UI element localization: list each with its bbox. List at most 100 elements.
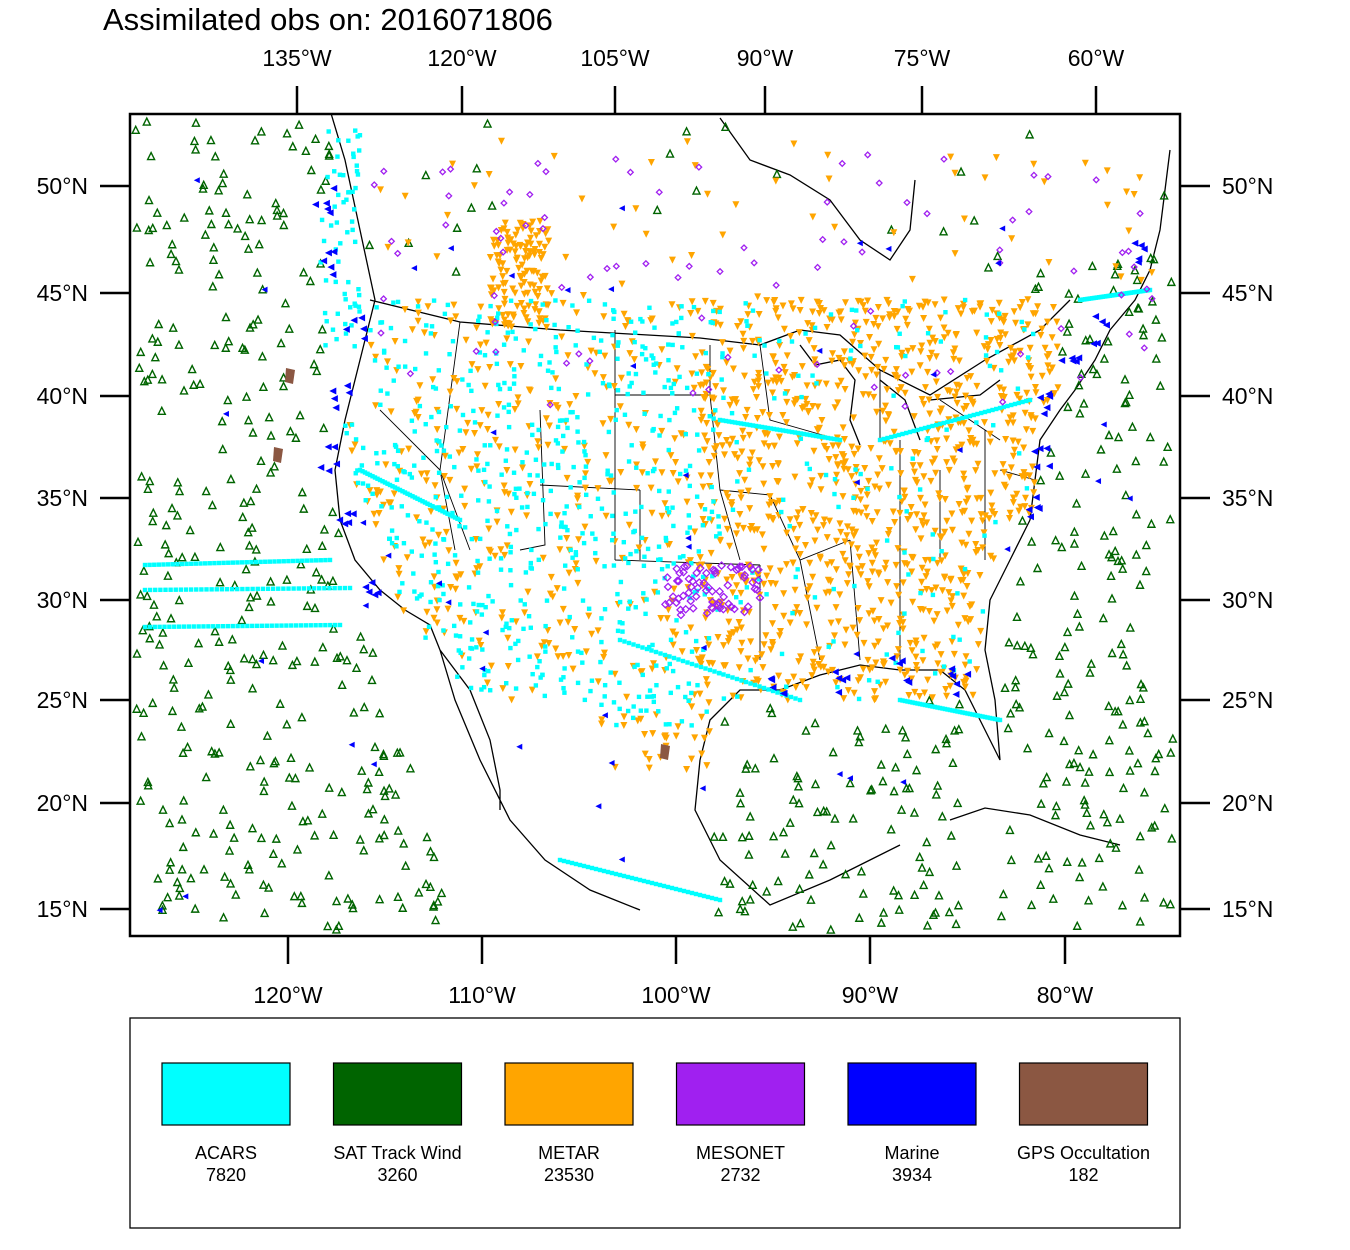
- marine-marker: [888, 654, 896, 662]
- acars-marker: [479, 687, 484, 692]
- acars-marker: [281, 586, 286, 591]
- metar-marker: [955, 500, 963, 508]
- marine-marker: [362, 602, 369, 609]
- metar-marker: [763, 297, 771, 305]
- metar-marker: [868, 544, 876, 552]
- metar-marker: [384, 243, 392, 251]
- sat-track-wind-marker: [934, 890, 944, 900]
- metar-marker: [1009, 499, 1017, 507]
- sat-track-wind-marker: [138, 707, 149, 717]
- metar-marker: [853, 631, 861, 639]
- metar-marker: [972, 548, 980, 556]
- metar-marker: [705, 728, 713, 736]
- sat-track-wind-marker: [1085, 667, 1095, 677]
- sat-track-wind-marker: [204, 205, 214, 215]
- acars-marker: [513, 486, 519, 492]
- metar-marker: [518, 464, 526, 472]
- sat-track-wind-marker: [1108, 525, 1118, 536]
- sat-track-wind-marker: [1088, 364, 1098, 374]
- mesonet-marker: [380, 167, 388, 175]
- acars-marker: [667, 654, 672, 659]
- metar-marker: [518, 261, 526, 269]
- metar-marker: [999, 461, 1007, 469]
- sat-track-wind-marker: [1151, 314, 1161, 324]
- acars-marker: [677, 374, 682, 380]
- acars-marker: [651, 362, 656, 367]
- sat-track-wind-marker: [1113, 432, 1124, 442]
- metar-marker: [526, 234, 534, 242]
- mesonet-marker: [674, 273, 682, 282]
- acars-marker: [519, 505, 525, 510]
- sat-track-wind-marker: [948, 757, 958, 767]
- acars-marker: [533, 683, 539, 688]
- metar-marker: [1103, 201, 1111, 209]
- sat-track-wind-marker: [317, 540, 327, 551]
- metar-marker: [800, 403, 808, 411]
- acars-marker: [547, 360, 552, 365]
- acars-marker: [544, 317, 549, 323]
- marine-marker: [835, 674, 843, 682]
- metar-marker: [926, 355, 934, 363]
- metar-marker: [1117, 273, 1125, 281]
- metar-marker: [861, 352, 869, 360]
- sat-track-wind-marker: [268, 848, 278, 859]
- metar-marker: [884, 579, 892, 587]
- metar-marker: [912, 661, 920, 669]
- metar-marker: [742, 414, 750, 422]
- acars-marker: [709, 509, 715, 515]
- metar-marker: [606, 477, 614, 485]
- acars-marker: [709, 484, 714, 490]
- acars-marker: [396, 364, 401, 369]
- marine-marker: [1102, 321, 1110, 329]
- metar-marker: [526, 281, 534, 289]
- sat-track-wind-marker: [157, 374, 167, 384]
- sat-track-wind-marker: [244, 540, 255, 550]
- acars-marker: [304, 558, 310, 563]
- acars-marker: [896, 432, 901, 438]
- sat-track-wind-marker: [1127, 421, 1138, 431]
- acars-marker: [885, 435, 890, 441]
- metar-marker: [584, 458, 592, 466]
- metar-marker: [718, 442, 726, 450]
- metar-marker: [501, 295, 509, 303]
- acars-marker: [570, 555, 575, 560]
- sat-track-wind-marker: [334, 920, 344, 931]
- acars-marker: [651, 693, 657, 699]
- sat-track-wind-marker: [135, 795, 146, 805]
- acars-marker: [721, 672, 726, 677]
- metar-marker: [815, 309, 823, 317]
- sat-track-wind-marker: [1024, 129, 1035, 139]
- acars-marker: [422, 500, 428, 505]
- acars-marker: [663, 722, 669, 727]
- metar-marker: [754, 293, 762, 301]
- sat-track-wind-marker: [247, 654, 258, 664]
- acars-marker: [911, 428, 916, 434]
- acars-marker: [388, 325, 394, 331]
- acars-marker: [831, 586, 836, 592]
- sat-track-wind-marker: [284, 323, 294, 333]
- sat-track-wind-marker: [200, 229, 211, 239]
- metar-marker: [960, 475, 968, 483]
- sat-track-wind-marker: [414, 887, 424, 897]
- metar-marker: [705, 659, 713, 667]
- metar-marker: [601, 352, 609, 360]
- mesonet-marker: [710, 566, 720, 576]
- sat-track-wind-marker: [309, 359, 319, 369]
- marine-marker: [348, 741, 355, 748]
- metar-marker: [561, 445, 569, 453]
- metar-marker: [701, 297, 709, 305]
- metar-marker: [865, 610, 873, 618]
- marine-marker: [903, 677, 911, 685]
- sat-track-wind-marker: [359, 845, 369, 855]
- metar-marker: [816, 555, 824, 563]
- metar-marker: [776, 341, 784, 349]
- metar-marker: [737, 624, 745, 632]
- acars-marker: [206, 624, 211, 629]
- sat-track-wind-marker: [244, 864, 254, 874]
- sat-track-wind-marker: [856, 866, 867, 876]
- metar-marker: [474, 366, 482, 374]
- metar-marker: [906, 512, 914, 520]
- metar-marker: [755, 383, 763, 391]
- acars-marker: [265, 586, 271, 591]
- acars-marker: [391, 378, 396, 383]
